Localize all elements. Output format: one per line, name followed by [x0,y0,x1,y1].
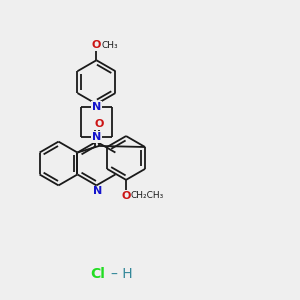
Text: O: O [122,191,131,201]
Text: – H: – H [111,268,133,281]
Text: N: N [92,132,101,142]
Text: N: N [92,102,101,112]
Text: CH₂CH₃: CH₂CH₃ [130,191,164,200]
Text: N: N [93,186,103,196]
Text: O: O [92,40,101,50]
Text: O: O [94,118,104,128]
Text: Cl: Cl [90,268,105,281]
Text: CH₃: CH₃ [101,41,118,50]
